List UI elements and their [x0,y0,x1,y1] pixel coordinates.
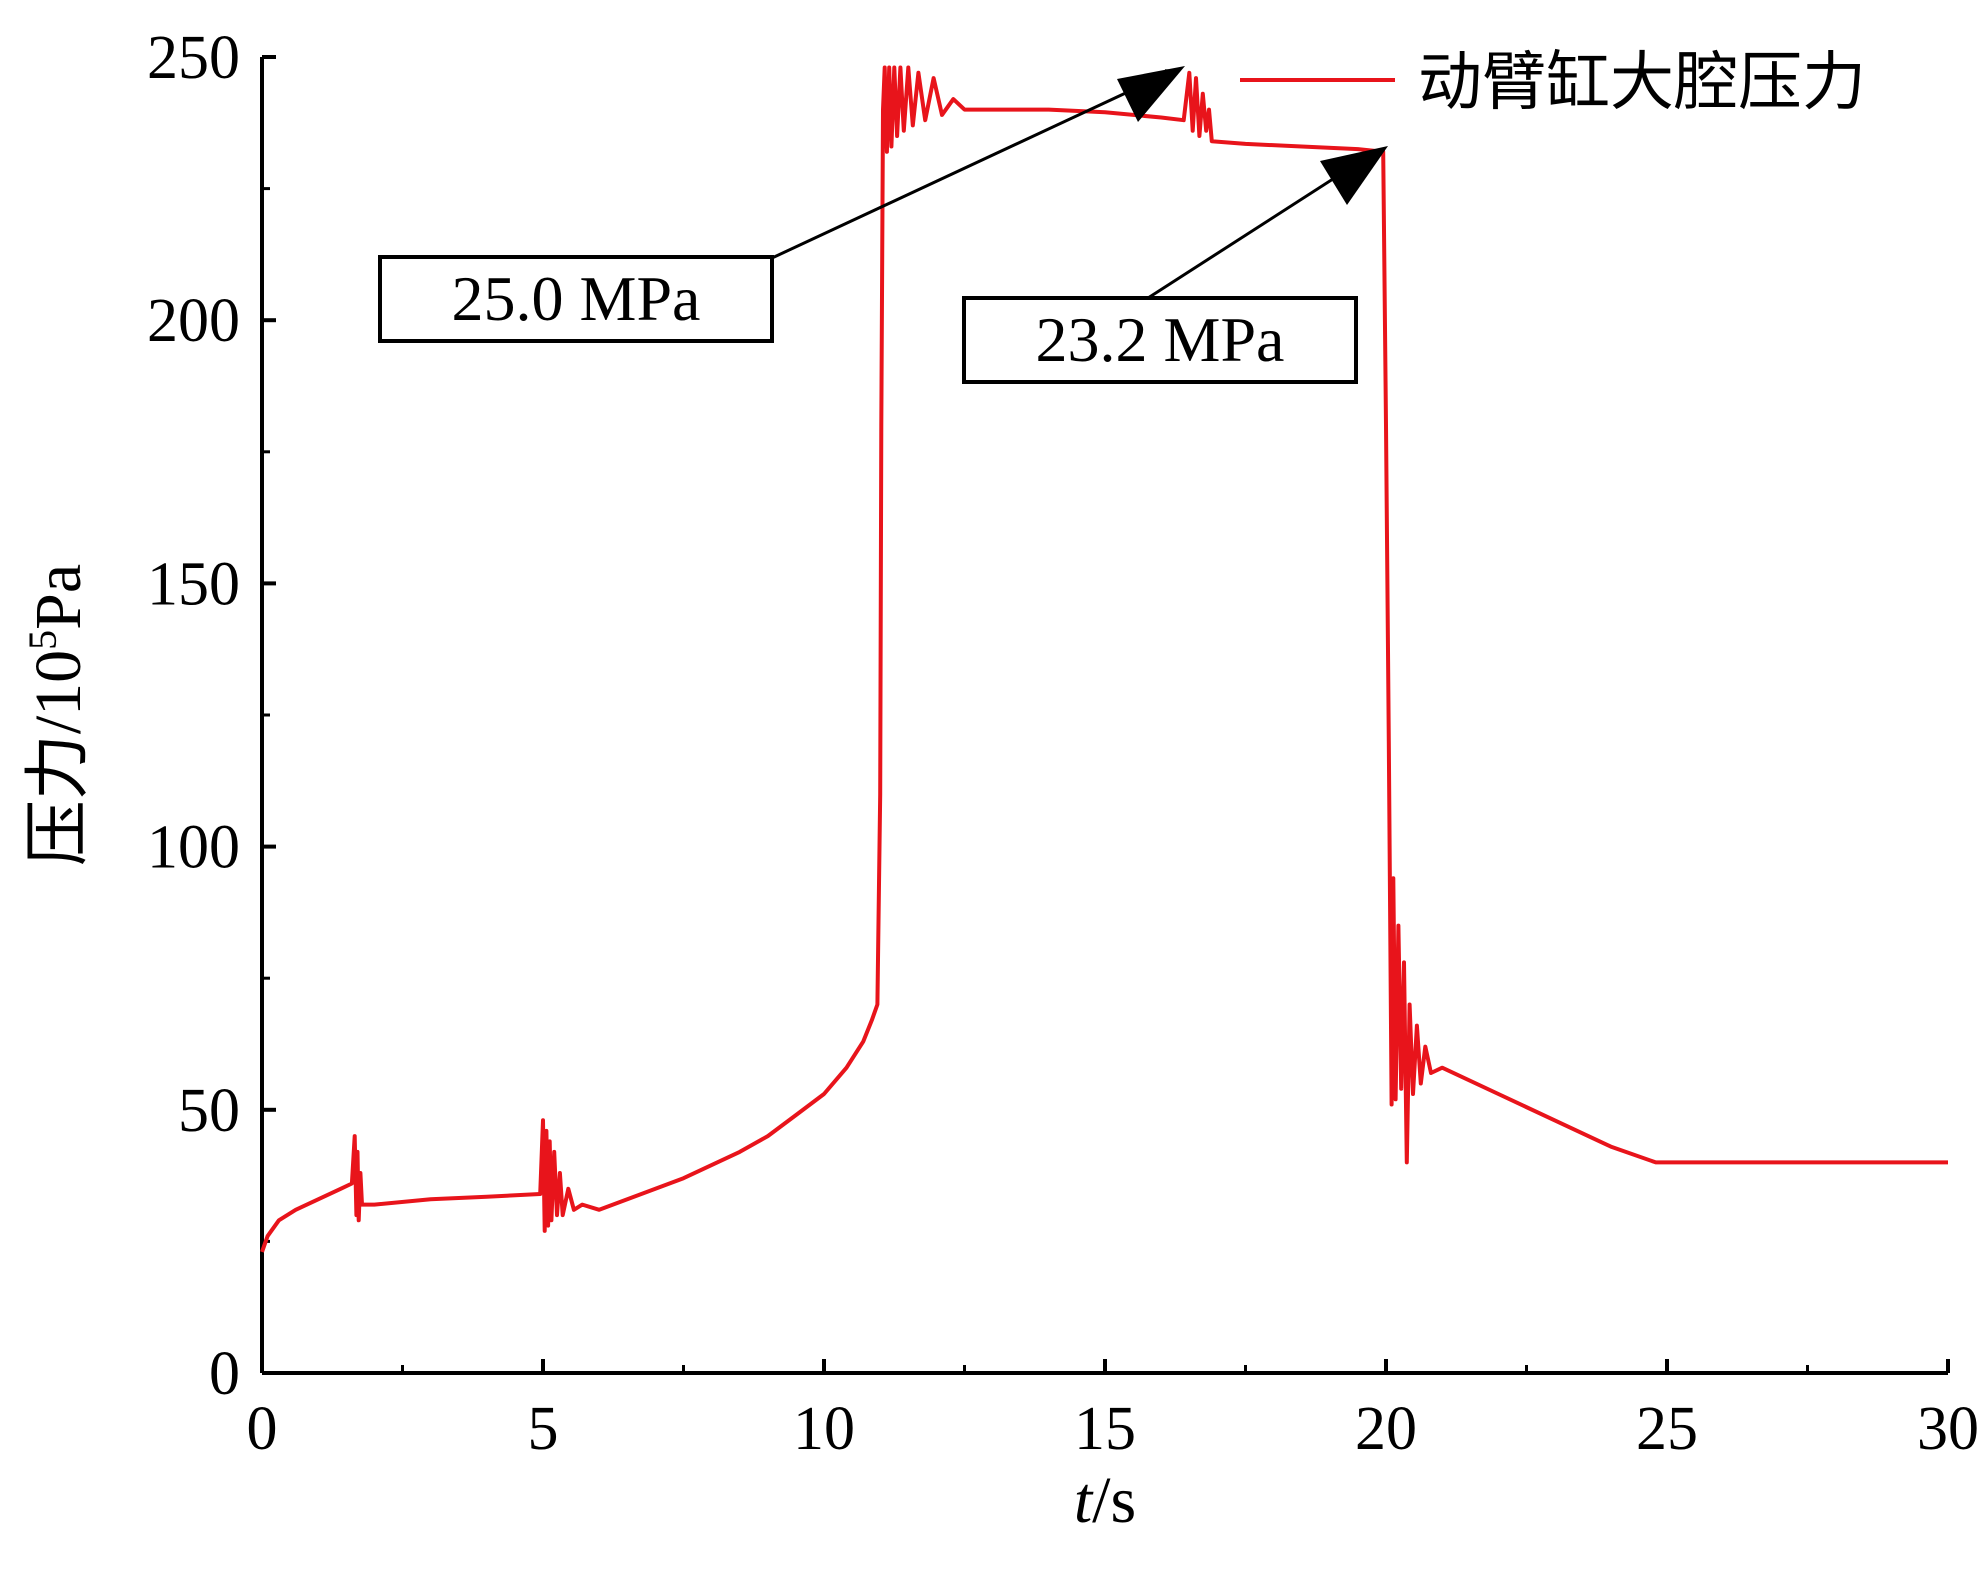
annotation-23-mpa-label: 23.2 MPa [1036,304,1285,375]
annotation-25-mpa-label: 25.0 MPa [452,263,701,334]
x-axis-title-unit: /s [1092,1464,1136,1537]
y-tick-group: 0 50 100 150 200 250 [147,24,276,1408]
legend: 动臂缸大腔压力 [1240,46,1866,120]
y-tick-label-150: 150 [147,550,240,618]
x-tick-group: 0 5 10 15 20 25 30 [247,1359,1979,1463]
y-axis-title-main: 压力/10 [22,650,95,866]
annotation-23-mpa: 23.2 MPa [962,146,1388,384]
x-axis-title: t/s [1074,1464,1136,1537]
x-tick-label-15: 15 [1074,1395,1136,1463]
y-axis-title-superscript: 5 [20,630,65,650]
annotation-25-mpa: 25.0 MPa [378,66,1185,343]
x-tick-label-0: 0 [247,1395,278,1463]
annotation-23-mpa-arrowhead [1320,146,1388,205]
annotation-25-mpa-arrowhead [1117,66,1185,122]
annotation-25-mpa-arrow [771,68,1176,260]
x-tick-label-10: 10 [793,1395,855,1463]
y-tick-label-250: 250 [147,24,240,92]
x-tick-label-25: 25 [1636,1395,1698,1463]
annotation-23-mpa-box [962,296,1358,384]
x-tick-label-5: 5 [528,1395,559,1463]
y-axis-title-tail: Pa [22,564,95,630]
y-tick-label-50: 50 [178,1077,240,1145]
y-axis-title: 压力/105Pa [20,564,95,866]
y-tick-label-100: 100 [147,814,240,882]
x-axis-title-variable: t [1074,1464,1094,1537]
annotation-25-mpa-box [378,255,774,343]
series-line-boom-cylinder-pressure [260,65,1948,1253]
y-tick-label-0: 0 [209,1340,240,1408]
x-tick-label-20: 20 [1355,1395,1417,1463]
x-tick-label-30: 30 [1917,1395,1979,1463]
legend-label: 动臂缸大腔压力 [1418,46,1866,120]
y-tick-label-200: 200 [147,287,240,355]
